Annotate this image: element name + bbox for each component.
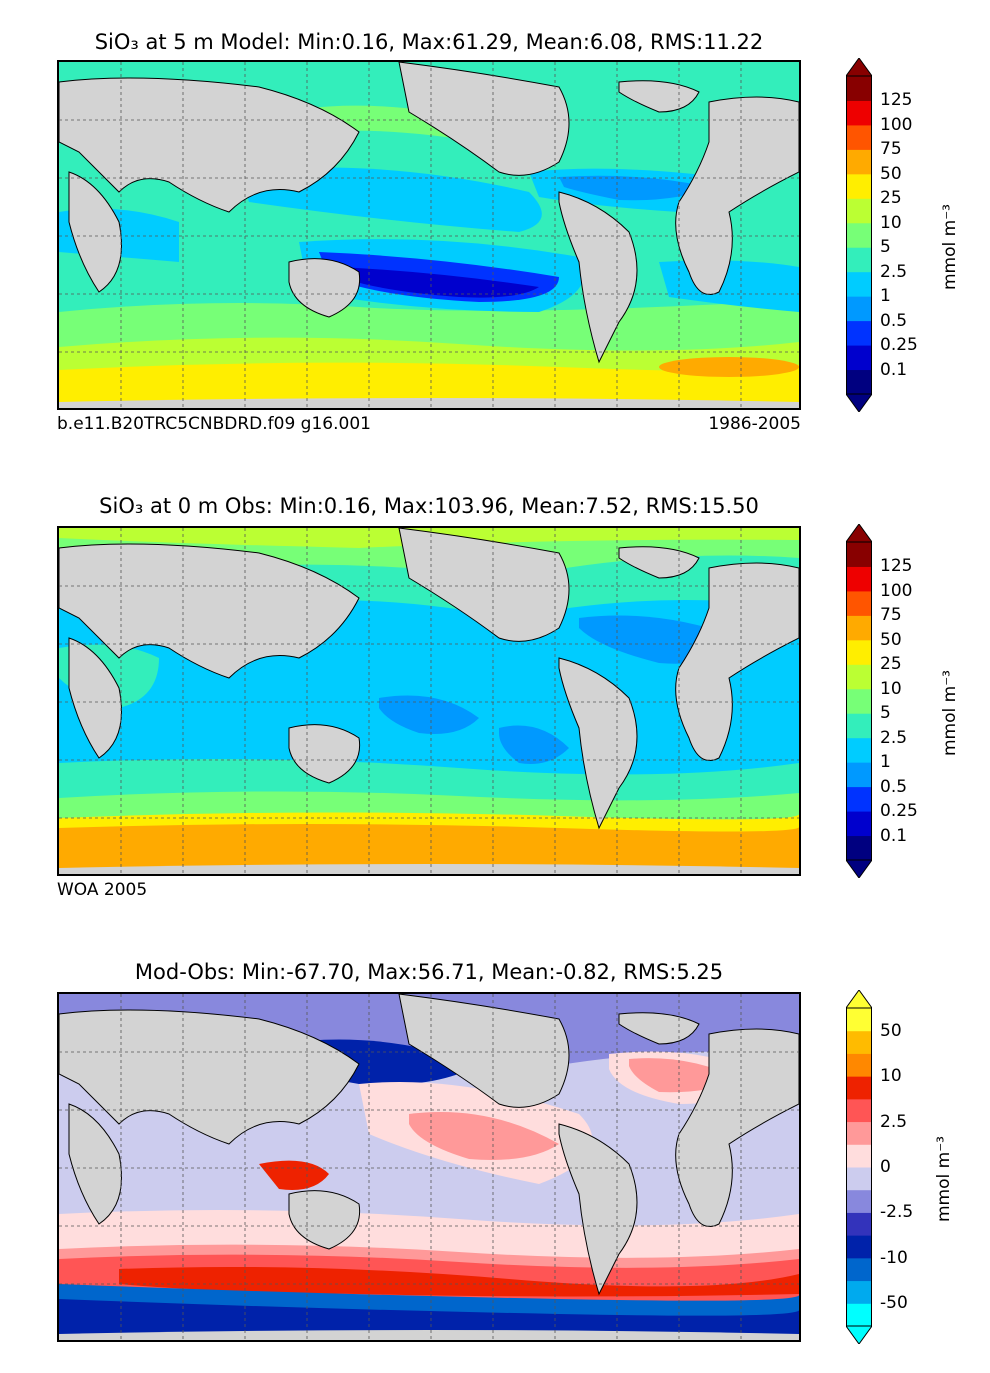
colorbar-segment bbox=[846, 835, 872, 861]
colorbar-tick-label: 0.25 bbox=[880, 801, 918, 822]
colorbar-segment bbox=[846, 369, 872, 395]
colorbar-segment bbox=[846, 198, 872, 224]
panel-2-colorbar bbox=[846, 524, 872, 878]
colorbar-segment bbox=[846, 1144, 872, 1168]
colorbar-tick-label: -50 bbox=[880, 1293, 908, 1314]
colorbar-segment bbox=[846, 1008, 872, 1032]
colorbar-segment bbox=[846, 222, 872, 248]
colorbar-segment bbox=[846, 737, 872, 763]
colorbar-tick-label: 25 bbox=[880, 188, 902, 209]
colorbar-segment bbox=[846, 688, 872, 714]
colorbar-segment bbox=[846, 639, 872, 665]
panel-1-caption-left: b.e11.B20TRC5CNBDRD.f09 g16.001 bbox=[57, 414, 371, 434]
colorbar-tick-label: 100 bbox=[880, 580, 913, 601]
colorbar-segment bbox=[846, 590, 872, 616]
colorbar-segment bbox=[846, 762, 872, 788]
colorbar-extend-high bbox=[846, 524, 872, 543]
colorbar-segment bbox=[846, 271, 872, 297]
colorbar-extend-low bbox=[846, 393, 872, 412]
colorbar-segment bbox=[846, 615, 872, 641]
colorbar-tick-label: -10 bbox=[880, 1247, 908, 1268]
colorbar-tick-label: 2.5 bbox=[880, 1111, 908, 1132]
panel-3-colorbar-unit: mmol m⁻³ bbox=[934, 1136, 954, 1222]
colorbar-segment bbox=[846, 124, 872, 150]
colorbar-segment bbox=[846, 786, 872, 812]
panel-2-caption-left: WOA 2005 bbox=[57, 880, 148, 900]
colorbar-extend-low bbox=[846, 859, 872, 878]
panel-3-title: Mod-Obs: Min:-67.70, Max:56.71, Mean:-0.… bbox=[134, 960, 724, 984]
colorbar-tick-label: 0.5 bbox=[880, 310, 908, 331]
colorbar-segment bbox=[846, 1167, 872, 1191]
panel-1-caption-right: 1986-2005 bbox=[708, 414, 801, 434]
panel-1-colorbar-unit: mmol m⁻³ bbox=[940, 204, 960, 290]
colorbar-tick-label: 5 bbox=[880, 237, 891, 258]
colorbar-tick-label: 75 bbox=[880, 139, 902, 160]
colorbar-segment bbox=[846, 1076, 872, 1100]
colorbar-extend-low bbox=[846, 1325, 872, 1344]
colorbar-tick-label: 0.25 bbox=[880, 335, 918, 356]
colorbar-segment bbox=[846, 173, 872, 199]
colorbar-tick-label: 1 bbox=[880, 752, 891, 773]
colorbar-tick-label: 0.1 bbox=[880, 825, 908, 846]
colorbar-tick-label: 50 bbox=[880, 629, 902, 650]
colorbar-segment bbox=[846, 1189, 872, 1213]
colorbar-extend-high bbox=[846, 990, 872, 1009]
colorbar-segment bbox=[846, 1303, 872, 1327]
colorbar-segment bbox=[846, 664, 872, 690]
colorbar-segment bbox=[846, 1053, 872, 1077]
panel-1-map bbox=[57, 60, 801, 410]
colorbar-segment bbox=[846, 1098, 872, 1123]
panel-3-colorbar bbox=[846, 990, 872, 1344]
colorbar-segment bbox=[846, 1235, 872, 1259]
colorbar-tick-label: 0.5 bbox=[880, 776, 908, 797]
panel-1-title: SiO₃ at 5 m Model: Min:0.16, Max:61.29, … bbox=[94, 30, 764, 54]
colorbar-tick-label: 10 bbox=[880, 212, 902, 233]
colorbar-tick-label: 125 bbox=[880, 90, 913, 111]
colorbar-segment bbox=[846, 566, 872, 592]
panel-2-colorbar-unit: mmol m⁻³ bbox=[940, 670, 960, 756]
colorbar-segment bbox=[846, 296, 872, 322]
panel-2-title: SiO₃ at 0 m Obs: Min:0.16, Max:103.96, M… bbox=[99, 494, 759, 518]
panel-3-map bbox=[57, 992, 801, 1342]
colorbar-segment bbox=[846, 100, 872, 126]
colorbar-tick-label: 125 bbox=[880, 556, 913, 577]
panel-1-colorbar bbox=[846, 58, 872, 412]
colorbar-tick-label: 5 bbox=[880, 703, 891, 724]
colorbar-segment bbox=[846, 542, 872, 567]
colorbar-segment bbox=[846, 811, 872, 837]
colorbar-tick-label: 1 bbox=[880, 286, 891, 307]
colorbar-segment bbox=[846, 713, 872, 739]
colorbar-segment bbox=[846, 345, 872, 371]
colorbar-segment bbox=[846, 76, 872, 101]
colorbar-tick-label: -2.5 bbox=[880, 1202, 914, 1223]
colorbar-tick-label: 100 bbox=[880, 114, 913, 135]
colorbar-tick-label: 2.5 bbox=[880, 261, 908, 282]
colorbar-segment bbox=[846, 1257, 872, 1282]
colorbar-segment bbox=[846, 1030, 872, 1054]
colorbar-segment bbox=[846, 149, 872, 175]
colorbar-extend-high bbox=[846, 58, 872, 77]
colorbar-tick-label: 75 bbox=[880, 605, 902, 626]
colorbar-segment bbox=[846, 247, 872, 273]
colorbar-tick-label: 10 bbox=[880, 1066, 902, 1087]
colorbar-segment bbox=[846, 320, 872, 346]
colorbar-tick-label: 0.1 bbox=[880, 359, 908, 380]
colorbar-tick-label: 50 bbox=[880, 1020, 902, 1041]
colorbar-tick-label: 2.5 bbox=[880, 727, 908, 748]
colorbar-tick-label: 50 bbox=[880, 163, 902, 184]
colorbar-tick-label: 25 bbox=[880, 654, 902, 675]
colorbar-segment bbox=[846, 1280, 872, 1304]
colorbar-tick-label: 10 bbox=[880, 678, 902, 699]
colorbar-segment bbox=[846, 1121, 872, 1145]
colorbar-segment bbox=[846, 1212, 872, 1236]
colorbar-tick-label: 0 bbox=[880, 1157, 891, 1177]
panel-2-map bbox=[57, 526, 801, 876]
